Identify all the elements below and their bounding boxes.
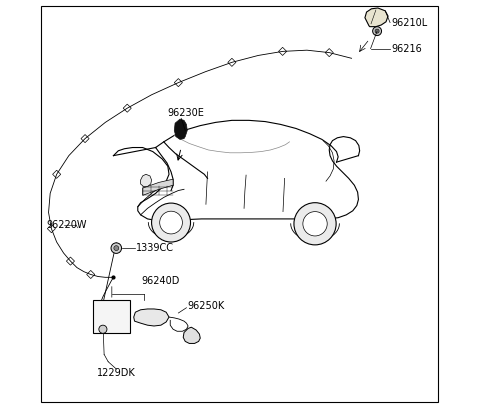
Text: 96230E: 96230E [168, 108, 204, 118]
Circle shape [303, 212, 327, 236]
Polygon shape [134, 309, 169, 326]
Polygon shape [143, 179, 173, 195]
Polygon shape [183, 327, 200, 344]
Circle shape [160, 211, 182, 234]
Circle shape [111, 243, 121, 254]
Polygon shape [365, 8, 388, 26]
Text: 1339CC: 1339CC [136, 243, 174, 253]
Text: 1229DK: 1229DK [97, 368, 136, 378]
FancyBboxPatch shape [93, 300, 131, 333]
Circle shape [294, 203, 336, 245]
Polygon shape [141, 174, 152, 186]
Polygon shape [174, 119, 187, 140]
Text: 96220W: 96220W [46, 220, 86, 230]
Text: 96216: 96216 [391, 44, 421, 54]
Text: 96250K: 96250K [187, 301, 225, 311]
Circle shape [375, 29, 379, 33]
Circle shape [114, 246, 119, 251]
Text: 96210L: 96210L [391, 18, 427, 28]
Circle shape [99, 325, 107, 333]
Text: 96240D: 96240D [142, 276, 180, 286]
Circle shape [152, 203, 191, 242]
Circle shape [372, 26, 382, 35]
